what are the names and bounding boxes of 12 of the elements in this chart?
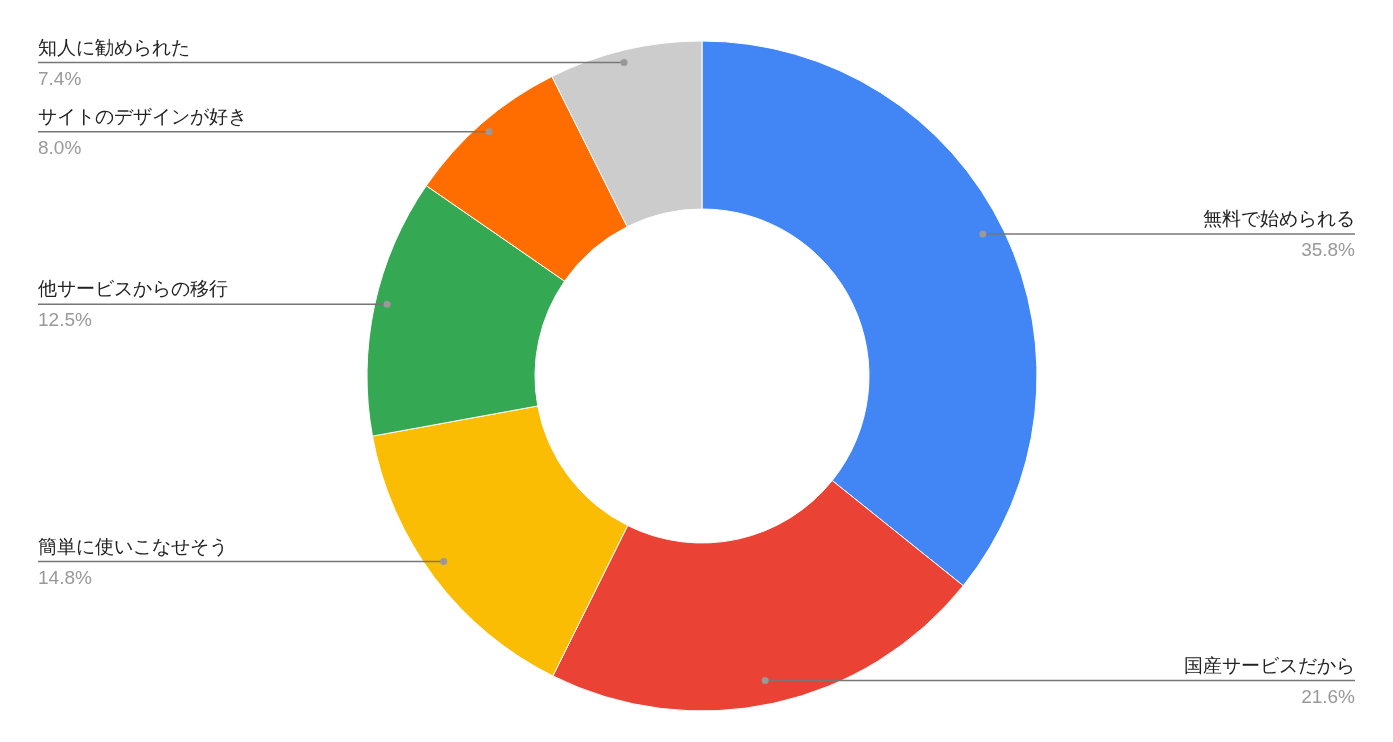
slice-label: 他サービスからの移行 [38, 277, 228, 300]
data-label: 7.4% [38, 67, 82, 89]
slice-label: 無料で始められる [1203, 206, 1355, 229]
data-label: 14.8% [38, 566, 92, 588]
data-label: 35.8% [1301, 238, 1356, 260]
slice-label: 簡単に使いこなせそう [38, 534, 228, 557]
slice-label: 知人に勧められた [38, 35, 190, 58]
data-label: 12.5% [38, 309, 92, 331]
data-label: 21.6% [1301, 685, 1356, 707]
slice-label: 国産サービスだから [1184, 653, 1355, 676]
slice-label: サイトのデザインが好き [38, 104, 247, 127]
data-label: 8.0% [38, 136, 82, 158]
